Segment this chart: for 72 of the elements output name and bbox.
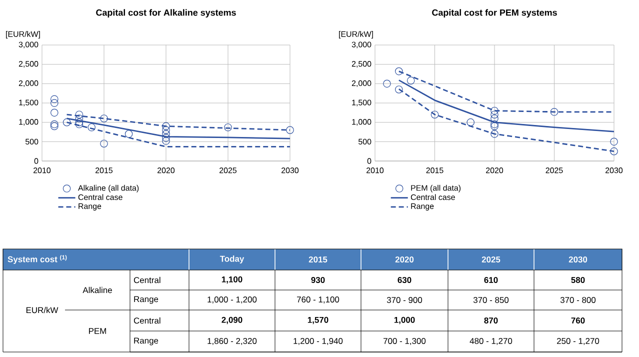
x-tick-label: 2025 (482, 256, 500, 262)
point (62, 118, 71, 126)
y-tick-label: Central (134, 317, 160, 324)
point (406, 76, 415, 84)
point (75, 114, 84, 122)
text: 1,100 (222, 276, 242, 284)
x-tick-label: 2020 (395, 256, 414, 262)
point (88, 123, 96, 132)
y-axis-title: System cost $^{(1)}$ (8, 255, 67, 264)
text: 1,000 (394, 316, 415, 324)
point (124, 130, 133, 138)
y-tick-label: Range (134, 296, 158, 304)
text: 700 - 1,300 (384, 338, 426, 345)
point (50, 95, 58, 104)
x-tick-label: Today (220, 256, 244, 264)
text: 1,000 - 1,200 (208, 296, 257, 304)
point (490, 122, 498, 130)
text: 930 (311, 277, 325, 283)
point (162, 136, 170, 145)
text: 1,200 - 1,940 (294, 338, 343, 345)
text: 370 - 800 (560, 297, 596, 303)
text: EUR/kW (26, 306, 58, 314)
point (162, 134, 170, 142)
x-tick-label: 2030 (568, 256, 588, 262)
text: 610 (484, 277, 498, 283)
point (610, 147, 618, 156)
point (490, 120, 498, 128)
chart-title: Capital cost for Alkaline systems (96, 9, 236, 18)
text: PEM (89, 328, 106, 334)
point (75, 110, 84, 118)
chart-title: Capital cost for PEM systems (432, 9, 557, 18)
text: 2,090 (222, 316, 242, 324)
text: Alkaline (82, 286, 112, 294)
point (100, 114, 108, 122)
text: 760 (571, 318, 585, 324)
point (162, 126, 170, 134)
point (75, 120, 84, 128)
point (610, 138, 618, 146)
text: 1,570 (308, 316, 328, 324)
point (466, 118, 475, 126)
text: 370 - 850 (473, 297, 509, 303)
x-tick-label: 2015 (308, 256, 328, 262)
text: 760 - 1,100 (297, 296, 340, 304)
line-series (398, 79, 614, 132)
text: 580 (571, 277, 585, 283)
text: 250 - 1,270 (557, 338, 600, 345)
point (50, 99, 58, 107)
point (490, 114, 498, 122)
point (490, 110, 498, 118)
point (383, 80, 391, 88)
point (224, 123, 232, 132)
point (430, 110, 439, 118)
point (162, 130, 170, 138)
point (550, 108, 558, 116)
y-tick-label: Central (134, 276, 160, 284)
point (162, 122, 170, 130)
text: 630 (398, 277, 412, 283)
point (50, 108, 58, 117)
text: 370 - 900 (386, 297, 422, 303)
point (100, 140, 108, 148)
text: 480 - 1,270 (470, 338, 512, 345)
text: 1,860 - 2,320 (208, 338, 257, 345)
point (490, 106, 498, 115)
y-tick-label: Range (134, 338, 158, 346)
point (286, 126, 294, 134)
point (395, 86, 403, 94)
point (75, 118, 84, 126)
point (395, 67, 403, 76)
point (490, 130, 498, 138)
point (50, 122, 58, 130)
text: 870 (484, 318, 498, 324)
point (50, 120, 58, 128)
